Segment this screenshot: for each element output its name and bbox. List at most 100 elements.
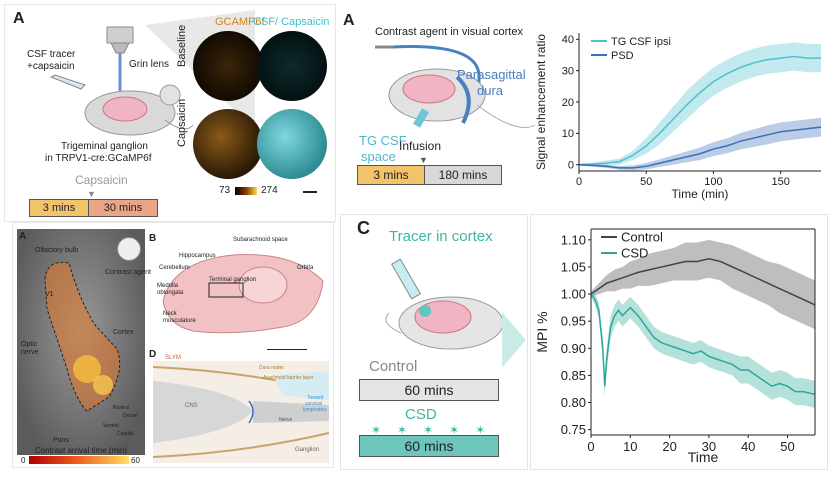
scale-min: 73 (219, 185, 231, 196)
medulla-label-1: Medulla (157, 283, 179, 289)
series-line-1 (590, 293, 816, 396)
legend-label: Control (621, 230, 663, 245)
optic-label-1: Optic (21, 341, 38, 348)
nerve-schematic (153, 361, 329, 463)
panel-bottom-left: A Olfactory bulb V1 Cortex Optic nerve P… (12, 222, 334, 468)
x-tick-label: 10 (623, 439, 637, 454)
x-tick-label: 40 (741, 439, 755, 454)
scale-max: 274 (261, 185, 278, 196)
optic-label-2: nerve (21, 349, 39, 356)
x-axis-label: Time (688, 449, 719, 465)
series-line-1 (578, 126, 822, 169)
x-tick-label: 20 (662, 439, 676, 454)
subarachnoid-label: Subarachnoid space (233, 237, 288, 243)
mouse-illustration (49, 26, 194, 136)
ganglion-label-1: Trigeminal ganglion (61, 141, 148, 152)
panel-letter: C (357, 218, 370, 238)
tracer-label-2: +capsaicin (27, 61, 75, 72)
y-tick-label: 1.10 (561, 232, 586, 247)
x-tick-label: 100 (704, 176, 722, 188)
signal-enhancement-chart: 0 50 100 150 0 10 20 30 40 Time (min) Signal enhan… (534, 33, 822, 201)
image-baseline-gcamp (193, 31, 263, 101)
slym-label: SLYM (165, 355, 181, 361)
orbita-label: Orbita (297, 265, 314, 271)
tg-label-1: TG CSF (359, 133, 407, 148)
scale-bar (303, 191, 317, 193)
panel-top-right: A Contrast agent in visual cortex Parasa… (336, 4, 830, 222)
y-tick-label: 0 (568, 160, 574, 172)
toward-label-3: lymphatics (303, 407, 327, 413)
panel-bottom-right: C Tracer in cortex Control 60 mins CSD ✶… (340, 214, 528, 470)
time-box-30-mins: 30 mins (88, 199, 158, 217)
panel-mpi-chart: 0 10 20 30 40 50 0.75 0.80 0.85 0.90 0.95 1.00 1.05 1… (530, 214, 828, 470)
control-label: Control (369, 358, 418, 375)
contrast-agent-label: Contrast agent (105, 269, 151, 276)
intensity-colorbar (235, 187, 257, 195)
stimulus-stars-icon: ✶✶✶✶✶ (371, 423, 502, 437)
histology-section (162, 254, 324, 334)
time-box-3-mins: 3 mins (29, 199, 89, 217)
panel-letter-d: D (149, 349, 157, 360)
series-band-1 (591, 291, 815, 408)
row-label-capsaicin: Capsaicin (176, 98, 188, 147)
y-tick-label: 0.85 (561, 368, 586, 383)
legend-label: PSD (611, 50, 634, 62)
orient-rostral: Rostral (113, 405, 129, 411)
capsaicin-arrow-icon: ▼ (87, 189, 96, 199)
image-baseline-csf (257, 31, 327, 101)
toward-label-2: cervical (305, 401, 322, 407)
y-axis-label: MPI % (534, 311, 550, 352)
cns-label: CNS (185, 403, 198, 409)
tg-label-2: space (361, 149, 396, 164)
arrival-scale-min: 0 (21, 456, 26, 465)
y-tick-label: 0.90 (561, 341, 586, 356)
legend-label: TG CSF ipsi (611, 36, 671, 48)
row-label-baseline: Baseline (176, 24, 188, 67)
mpi-chart: 0 10 20 30 40 50 0.75 0.80 0.85 0.90 0.95 1.00 1.05 1… (534, 228, 816, 465)
image-capsaicin-gcamp (193, 109, 263, 179)
histology-scale-bar (267, 349, 307, 350)
v1-region-outline (44, 261, 121, 412)
y-tick-label: 1.00 (561, 287, 586, 302)
tracer-cortex-label: Tracer in cortex (389, 228, 493, 245)
arrow-chevron-icon (502, 312, 526, 368)
arrival-scale-max: 60 (131, 456, 140, 465)
olfactory-label: Olfactory bulb (35, 247, 79, 254)
arrival-scale-title: Contrast arrival time (min) (35, 446, 128, 455)
y-tick-label: 40 (562, 34, 574, 46)
series-line-0 (590, 258, 816, 306)
neck-label-2: musculature (163, 318, 196, 324)
arachnoid-label: Arachnoid barrier layer (263, 375, 314, 381)
x-axis-label: Time (min) (672, 187, 729, 201)
mouse-illustration (375, 45, 536, 128)
cerebellum-label: Cerebellum (159, 265, 190, 271)
series-band-0 (591, 239, 815, 330)
mouse-head-icon (117, 237, 141, 261)
pons-label: Pons (53, 437, 69, 444)
csd-label: CSD (405, 406, 437, 423)
x-tick-label: 50 (780, 439, 794, 454)
dura-label-2: dura (477, 83, 504, 98)
terminal-ganglion-label: Terminal ganglion (209, 277, 257, 283)
x-tick-label: 50 (640, 176, 652, 188)
csd-duration-box: 60 mins (359, 435, 499, 457)
mouse-illustration (385, 258, 504, 350)
v1-label: V1 (45, 291, 54, 298)
series-line-0 (578, 55, 821, 166)
ganglion-label: Ganglion (295, 447, 320, 453)
orient-caudal: Caudal (117, 431, 133, 437)
panel-top-left: A CSF tracer +capsaicin Grin lens Trigem… (4, 4, 336, 222)
series-band-0 (579, 42, 821, 166)
infusion-label: Infusion (399, 139, 442, 153)
series-band-1 (579, 117, 821, 171)
orient-ventral: Ventral (103, 423, 119, 429)
hippocampus-label: Hippocampus (179, 253, 216, 259)
dura-label-1: Parasagittal (457, 67, 526, 82)
contrast-title: Contrast agent in visual cortex (375, 26, 523, 38)
panel-letter: A (343, 12, 355, 29)
x-tick-label: 0 (587, 439, 594, 454)
panel-letter-b: B (149, 233, 157, 244)
toward-label-1: Toward (307, 395, 324, 401)
y-tick-label: 0.95 (561, 314, 586, 329)
medulla-label-2: oblongata (157, 290, 184, 296)
